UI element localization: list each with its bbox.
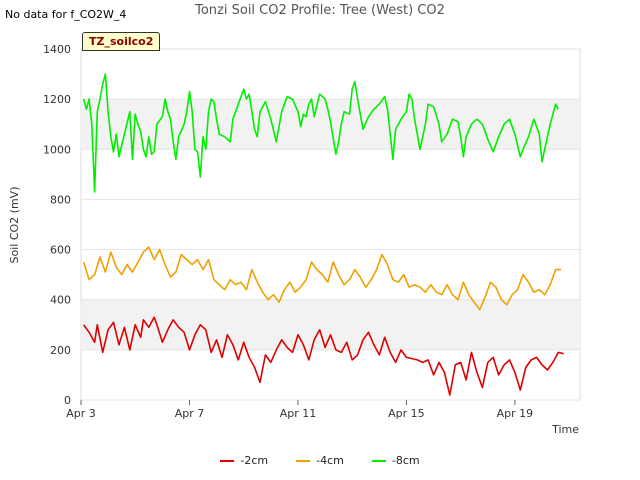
series-line-minus-2cm — [83, 316, 564, 396]
y-tick-label-800: 800 — [50, 193, 71, 206]
x-tick-label-3: Apr 15 — [388, 407, 425, 420]
y-tick-label-200: 200 — [50, 344, 71, 357]
y-tick-label-400: 400 — [50, 294, 71, 307]
x-tick-label-1: Apr 7 — [175, 407, 205, 420]
chart-title: Tonzi Soil CO2 Profile: Tree (West) CO2 — [195, 3, 445, 18]
series-lines — [82, 73, 564, 396]
series-line-minus-4cm — [82, 246, 561, 311]
site-badge: TZ_soilco2 — [82, 32, 161, 51]
y-axis: 0 200 400 600 800 1000 1200 1400 — [43, 43, 580, 407]
y-tick-label-600: 600 — [50, 244, 71, 257]
x-tick-label-2: Apr 11 — [280, 407, 317, 420]
y-tick-label-0: 0 — [64, 394, 71, 407]
y-tick-label-1200: 1200 — [43, 93, 71, 106]
legend: -2cm -4cm -8cm — [0, 454, 640, 467]
x-tick-label-4: Apr 19 — [497, 407, 534, 420]
y-axis-label: Soil CO2 (mV) — [8, 187, 21, 264]
legend-swatch-4cm — [296, 459, 311, 462]
legend-item-4cm: -4cm — [296, 454, 344, 467]
legend-swatch-8cm — [371, 459, 386, 462]
legend-item-2cm: -2cm — [220, 454, 268, 467]
grid-band-0 — [81, 299, 580, 350]
legend-label-2cm: -2cm — [240, 454, 269, 467]
x-axis-label: Time — [551, 423, 579, 436]
grid-bands — [80, 48, 581, 401]
series-line-minus-8cm — [82, 73, 560, 193]
no-data-note: No data for f_CO2W_4 — [5, 8, 127, 21]
y-tick-label-1000: 1000 — [43, 143, 71, 156]
legend-label-4cm: -4cm — [316, 454, 344, 467]
x-axis: Apr 3 Apr 7 Apr 11 Apr 15 Apr 19 — [66, 400, 533, 420]
legend-item-8cm: -8cm — [371, 454, 420, 467]
y-tick-label-1400: 1400 — [43, 43, 71, 56]
legend-swatch-2cm — [220, 459, 235, 462]
legend-label-8cm: -8cm — [391, 454, 420, 467]
x-tick-label-0: Apr 3 — [66, 407, 96, 420]
